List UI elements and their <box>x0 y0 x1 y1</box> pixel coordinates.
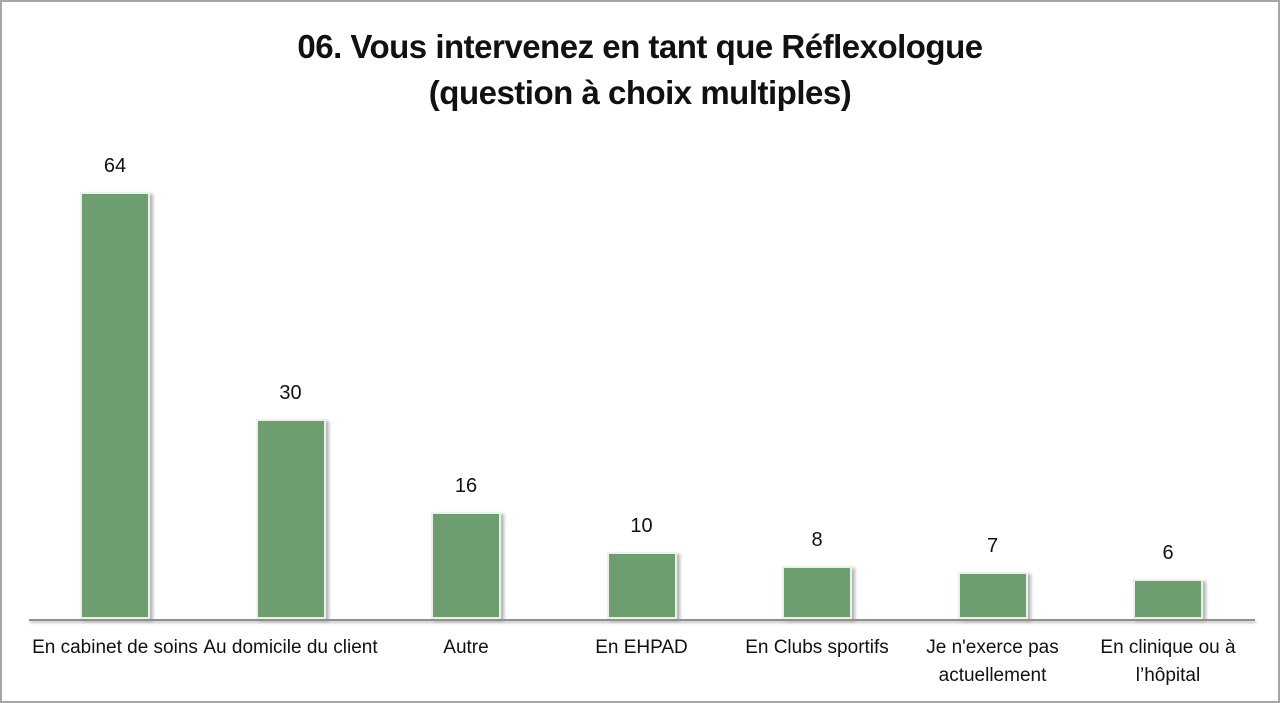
category-label: Je n'exerce pas actuellement <box>926 637 1059 686</box>
x-axis-line <box>29 619 1255 621</box>
category-label: En cabinet de soins <box>32 637 198 658</box>
category-label: En Clubs sportifs <box>745 637 889 658</box>
bar-6 <box>957 572 1028 619</box>
category-label: Au domicile du client <box>203 637 378 658</box>
chart-title-line1: 06. Vous intervenez en tant que Réflexol… <box>297 28 983 65</box>
category-label: En EHPAD <box>595 637 688 658</box>
bar-1 <box>80 192 150 619</box>
bar-value-label: 16 <box>454 475 478 497</box>
bar-value-label: 8 <box>811 529 823 551</box>
category-label: En clinique ou à l’hôpital <box>1100 637 1236 686</box>
bar-4 <box>606 552 677 619</box>
chart-title-line2: (question à choix multiples) <box>428 74 852 111</box>
bar-value-label: 7 <box>986 535 999 557</box>
category-label: Autre <box>443 637 489 658</box>
bar-3 <box>431 512 501 619</box>
chart-title: 06. Vous intervenez en tant que Réflexol… <box>2 24 1278 116</box>
bar-value-label: 30 <box>279 382 302 404</box>
bar-value-label: 64 <box>103 155 127 177</box>
bar-2 <box>255 419 326 619</box>
bar-7 <box>1133 579 1203 619</box>
bar-value-label: 6 <box>1162 542 1174 564</box>
bar-value-label: 10 <box>630 515 653 537</box>
bar-5 <box>782 566 852 619</box>
